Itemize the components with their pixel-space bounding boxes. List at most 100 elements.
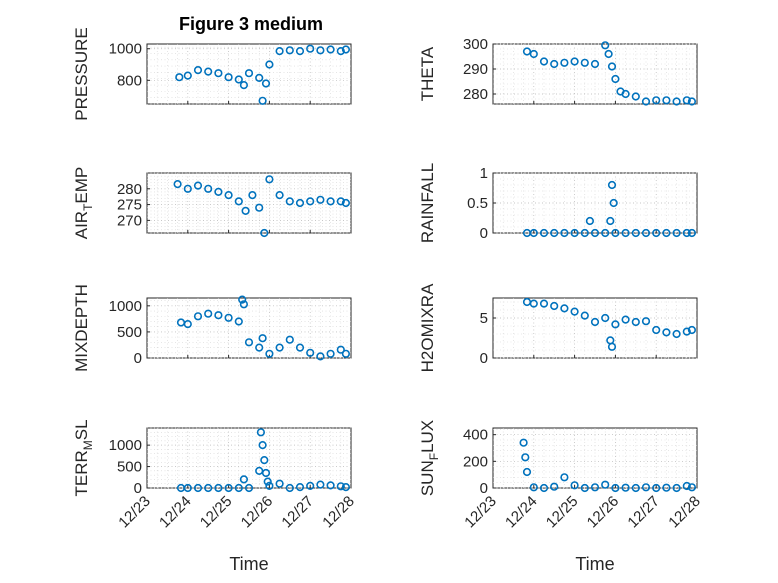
data-point (529, 299, 538, 308)
x-axis-label: Time (575, 554, 614, 574)
axes-box (492, 297, 698, 359)
data-point (204, 184, 213, 193)
data-point (175, 73, 184, 82)
data-point (641, 483, 651, 492)
data-point (234, 483, 243, 493)
data-point (234, 317, 243, 326)
data-point (585, 216, 595, 226)
data-point (621, 315, 630, 324)
data-point (621, 483, 630, 492)
data-point (682, 327, 691, 336)
data-point (662, 96, 671, 105)
y-tick-label: 0.5 (467, 195, 488, 212)
data-point (258, 96, 267, 105)
data-point (234, 75, 243, 84)
data-point (621, 228, 630, 238)
x-tick-label: 12/28 (665, 493, 704, 532)
data-point (607, 342, 617, 351)
y-tick-label: 400 (463, 427, 488, 444)
y-tick-label: 1000 (109, 41, 142, 58)
data-point (621, 89, 630, 99)
data-point (604, 49, 613, 59)
data-point (204, 67, 213, 76)
data-point (539, 228, 549, 238)
y-tick-label: 0 (480, 350, 488, 367)
y-axis-label: AIRTEMP (72, 167, 95, 240)
data-point (601, 41, 610, 50)
data-point (672, 483, 681, 493)
data-point (214, 483, 223, 493)
data-point (336, 46, 345, 56)
y-axis-label: THETA (418, 46, 437, 101)
y-tick-label: 500 (117, 459, 142, 476)
x-tick-label: 12/27 (278, 493, 317, 532)
data-point (550, 301, 559, 311)
data-point (560, 304, 569, 313)
data-point (193, 65, 203, 75)
data-point (570, 57, 579, 66)
data-point (529, 49, 538, 59)
data-point (682, 228, 691, 238)
y-tick-label: 200 (463, 453, 488, 470)
data-point (285, 483, 294, 493)
data-point (570, 307, 579, 316)
data-point (652, 483, 661, 493)
data-point (341, 349, 351, 358)
data-point (687, 228, 697, 238)
data-point (336, 197, 345, 206)
x-tick-label: 12/24 (156, 493, 195, 532)
y-tick-label: 0 (480, 480, 488, 497)
data-point (601, 228, 610, 238)
x-axis-label: Time (229, 554, 268, 574)
y-tick-label: 800 (117, 72, 142, 89)
data-point (183, 71, 192, 80)
data-point (611, 228, 620, 238)
data-point (539, 483, 549, 493)
data-point (641, 97, 651, 106)
x-tick-label: 12/23 (115, 493, 154, 532)
data-point (609, 198, 618, 208)
data-point (265, 175, 274, 184)
data-point (336, 345, 345, 354)
data-point (687, 483, 697, 492)
data-point (580, 58, 589, 67)
data-point (590, 59, 600, 69)
data-point (522, 467, 532, 477)
data-point (641, 317, 651, 326)
data-point (326, 481, 335, 490)
data-point (341, 483, 351, 492)
subplot-pressure: 800 1000 PRESSURE (72, 27, 352, 121)
data-point (193, 483, 203, 493)
data-point (244, 338, 254, 347)
data-point (590, 483, 600, 492)
data-point (285, 335, 294, 344)
y-axis-label: H2OMIXRA (418, 283, 437, 372)
data-point (601, 480, 610, 489)
y-tick-label: 280 (117, 181, 142, 198)
data-point (652, 228, 661, 238)
data-point (662, 328, 671, 337)
data-point (244, 483, 254, 493)
data-point (275, 343, 284, 352)
data-point (590, 317, 600, 327)
data-point (580, 228, 589, 238)
y-tick-label: 500 (117, 324, 142, 341)
y-tick-label: 5 (480, 310, 488, 327)
subplot-terr-msl: 0 500 1000 TERRMSL 12/23 12/24 12/25 12/26 12/27… (72, 419, 358, 574)
y-tick-label: 1000 (109, 298, 142, 315)
data-point (261, 79, 271, 88)
data-point (550, 482, 559, 491)
data-point (234, 197, 243, 206)
data-point (183, 483, 192, 493)
data-point (570, 228, 579, 238)
data-point (239, 300, 248, 309)
data-point (306, 44, 315, 53)
data-point (224, 313, 233, 322)
x-tick-label: 12/26 (584, 493, 623, 532)
y-axis-label: MIXDEPTH (72, 284, 91, 372)
data-point (550, 59, 559, 69)
data-point (260, 456, 269, 465)
y-axis-label: SUNFLUX (418, 420, 441, 496)
data-point (607, 180, 617, 190)
data-point (265, 60, 274, 69)
